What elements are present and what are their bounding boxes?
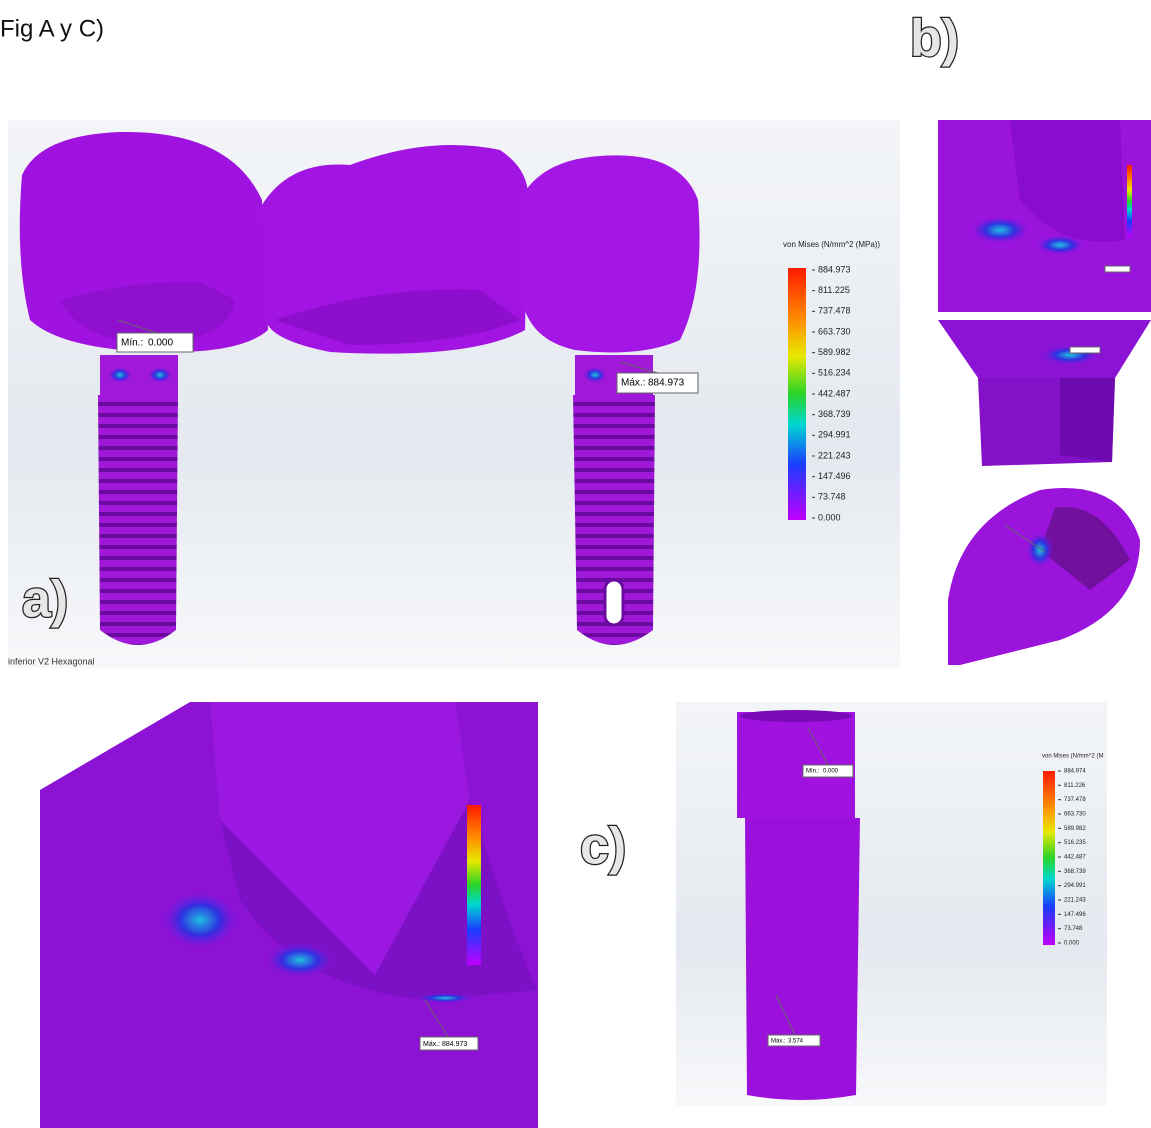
- legend-tick-label: 147.496: [1064, 912, 1086, 918]
- color-bar: [467, 805, 481, 965]
- figure: Fig A y C) b) Mín.: 0.000 Máx.: 884.973 …: [0, 0, 1151, 1128]
- color-bar: [1127, 165, 1132, 237]
- legend-title: von Mises (N/mm^2 (M: [1042, 754, 1104, 760]
- legend-tick-label: 589.982: [1064, 826, 1086, 832]
- render: [948, 488, 1140, 665]
- legend-title: von Mises (N/mm^2 (MPa)): [783, 240, 880, 249]
- panel-label: b): [910, 10, 959, 68]
- legend-tick-label: 737.478: [1064, 797, 1086, 803]
- legend-tick-label: 294.991: [818, 430, 851, 440]
- stress-spot: [1035, 235, 1085, 255]
- legend-tick-label: 884.974: [1064, 769, 1086, 775]
- stress-spot: [148, 367, 172, 383]
- legend-tick-label: 811.226: [1064, 783, 1086, 789]
- callout-label: Máx.:: [423, 1041, 440, 1048]
- panel-a: Mín.: 0.000 Máx.: 884.973 von Mises (N/m…: [8, 120, 900, 668]
- legend-tick-label: 368.739: [818, 409, 851, 419]
- stress-spot: [970, 216, 1030, 244]
- panel-c-tube: Mín.: 0.000 Máx.: 3.574 von Mises (N/mm^…: [676, 702, 1107, 1106]
- callout: [1070, 347, 1100, 353]
- stress-spot: [415, 993, 475, 1003]
- legend-tick-label: 368.739: [1064, 869, 1086, 875]
- legend-tick-label: 663.730: [1064, 812, 1086, 818]
- legend-tick-label: 221.243: [1064, 898, 1086, 904]
- callout-value: 0.000: [148, 338, 173, 349]
- callout-value: 884.973: [648, 378, 685, 389]
- legend-tick-label: 663.730: [818, 326, 851, 336]
- legend-tick-label: 516.235: [1064, 840, 1086, 846]
- tube-body: [745, 818, 860, 1100]
- stress-spot: [265, 942, 335, 978]
- panel-b: [938, 120, 1151, 665]
- legend-tick-label: 589.982: [818, 347, 851, 357]
- callout-value: 3.574: [788, 1039, 804, 1045]
- legend-tick-label: 811.225: [818, 285, 850, 295]
- caption: inferior V2 Hexagonal: [8, 656, 95, 666]
- legend-tick-label: 0.000: [818, 512, 841, 522]
- stress-spot: [1026, 532, 1054, 568]
- legend-tick-label: 737.478: [818, 306, 851, 316]
- stress-spot: [583, 367, 607, 383]
- figure-title: Fig A y C): [0, 15, 104, 42]
- implant-slot: [605, 580, 623, 625]
- legend-tick-label: 516.234: [818, 368, 851, 378]
- render-shade: [1060, 378, 1115, 462]
- legend-tick-label: 294.991: [1064, 883, 1086, 889]
- legend-tick-label: 884.973: [818, 264, 851, 274]
- color-bar: [788, 268, 806, 520]
- color-bar: [1043, 771, 1055, 945]
- panel-label: a): [22, 571, 68, 629]
- callout-label: Mín.:: [121, 338, 143, 349]
- callout-label: Máx.:: [771, 1039, 786, 1045]
- crown: [520, 155, 700, 352]
- legend-tick-label: 147.496: [818, 471, 851, 481]
- callout: [1105, 266, 1130, 272]
- legend-tick-label: 221.243: [818, 450, 851, 460]
- callout-value: 884.973: [442, 1041, 467, 1048]
- tube-opening: [740, 710, 852, 722]
- stress-spot: [108, 367, 132, 383]
- legend-tick-label: 73.748: [818, 492, 846, 502]
- legend-tick-label: 73.748: [1064, 926, 1083, 932]
- legend-tick-label: 442.487: [1064, 855, 1086, 861]
- stress-spot: [160, 890, 240, 950]
- callout-value: 0.000: [823, 769, 839, 775]
- implant-body: [98, 395, 178, 645]
- legend-tick-label: 442.487: [818, 388, 851, 398]
- panel-label: c): [580, 818, 626, 876]
- callout-label: Mín.:: [806, 769, 820, 775]
- legend-tick-label: 0.000: [1064, 941, 1080, 947]
- callout-label: Máx.:: [621, 378, 645, 389]
- panel-c-detail: Máx.: 884.973: [40, 702, 538, 1128]
